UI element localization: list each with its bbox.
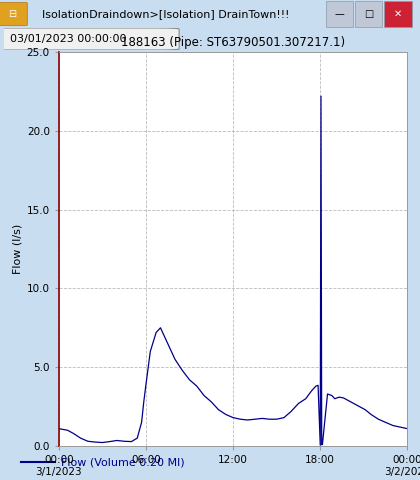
Text: —: — (334, 9, 344, 19)
Y-axis label: Flow (l/s): Flow (l/s) (13, 224, 23, 274)
FancyBboxPatch shape (326, 1, 353, 26)
Text: ⊟: ⊟ (8, 9, 17, 19)
FancyBboxPatch shape (0, 28, 179, 50)
Text: ✕: ✕ (394, 9, 402, 19)
Text: IsolationDraindown>[Isolation] DrainTown!!!: IsolationDraindown>[Isolation] DrainTown… (42, 9, 289, 19)
FancyBboxPatch shape (355, 1, 382, 26)
Text: □: □ (364, 9, 373, 19)
Text: 03/01/2023 00:00:00: 03/01/2023 00:00:00 (10, 34, 127, 44)
FancyBboxPatch shape (0, 2, 27, 25)
Title: 188163 (Pipe: ST63790501.307217.1): 188163 (Pipe: ST63790501.307217.1) (121, 36, 345, 49)
FancyBboxPatch shape (384, 1, 412, 26)
Text: Flow (Volume 0.20 Ml): Flow (Volume 0.20 Ml) (61, 457, 184, 468)
